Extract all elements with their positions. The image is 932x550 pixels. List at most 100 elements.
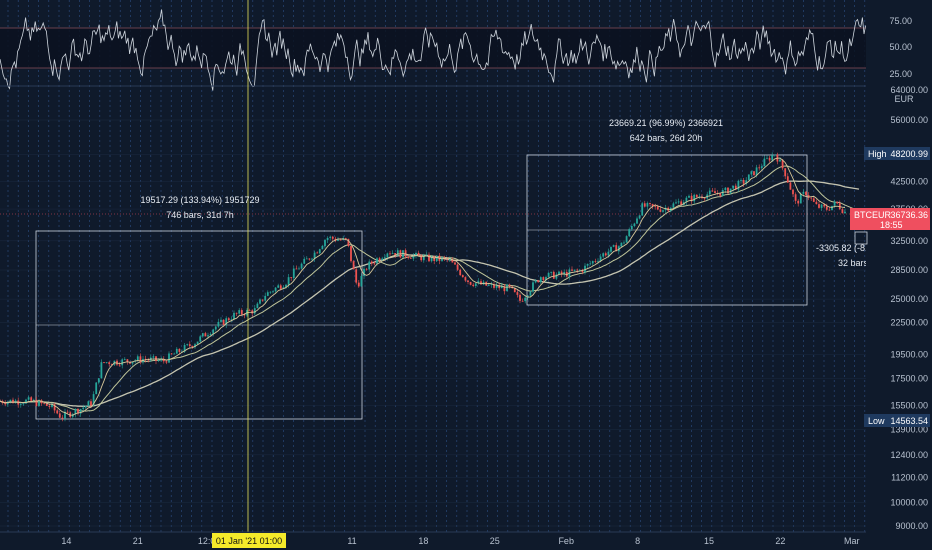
candle-body — [448, 259, 451, 261]
time-tick-label: 21 — [133, 536, 143, 546]
candle-body — [602, 253, 605, 257]
candle-body — [454, 262, 456, 265]
price-tick-label: 22500.00 — [890, 318, 928, 328]
candle-body — [563, 271, 566, 275]
candle-body — [30, 397, 33, 401]
price-tick-label: 10000.00 — [890, 498, 928, 508]
candle-body — [773, 154, 776, 156]
candle-body — [123, 359, 126, 361]
candle-body — [724, 187, 727, 191]
candle-body — [326, 237, 329, 241]
time-tick-label: 15 — [704, 536, 714, 546]
price-tick-label: 19500.00 — [890, 349, 928, 359]
candle-body — [118, 364, 121, 366]
candle-body — [745, 180, 748, 184]
candle-body — [311, 258, 313, 260]
price-tick-label: 17500.00 — [890, 373, 928, 383]
candle-body — [474, 283, 477, 287]
candle-body — [456, 264, 459, 270]
high-tag: High 48200.99 — [864, 147, 930, 160]
candle-body — [732, 185, 735, 189]
candle-body — [810, 197, 813, 199]
candle-body — [552, 271, 555, 279]
candle-body — [628, 229, 631, 237]
candle-body — [420, 255, 423, 261]
low-tag-value: 14563.54 — [890, 416, 928, 426]
candle-body — [373, 263, 376, 265]
candle-body — [277, 285, 280, 288]
candle-body — [4, 403, 7, 405]
candle-body — [233, 312, 235, 320]
candle-body — [784, 168, 787, 177]
candle-body — [766, 157, 768, 159]
current-price-value: 36736.36 — [890, 210, 928, 220]
candle-body — [313, 252, 316, 259]
candle-body — [227, 318, 230, 321]
candle-body — [737, 180, 740, 190]
candle-body — [802, 191, 805, 194]
candle-body — [638, 215, 641, 219]
candle-body — [610, 246, 612, 252]
high-tag-value: 48200.99 — [890, 149, 928, 159]
candle-body — [654, 206, 657, 208]
candle-body — [495, 285, 498, 288]
candle-body — [815, 201, 818, 205]
candle-body — [318, 249, 321, 254]
candle-body — [820, 204, 823, 208]
candle-body — [409, 257, 412, 259]
candle-body — [550, 271, 553, 273]
candle-body — [833, 201, 836, 206]
candle-body — [646, 203, 649, 207]
candle-body — [677, 201, 680, 203]
measure-3-box[interactable] — [854, 231, 868, 245]
oscillator-pane — [0, 9, 866, 91]
candle-body — [607, 251, 610, 256]
candle-body — [368, 261, 371, 270]
candle-body — [9, 399, 12, 402]
measure-1-change: 19517.29 (133.94%) 1951729 — [140, 195, 259, 205]
candle-body — [56, 410, 59, 414]
candle-body — [573, 269, 576, 271]
candle-body — [763, 158, 766, 167]
measure-2-change: 23669.21 (96.99%) 2366921 — [609, 118, 723, 128]
candle-body — [721, 190, 724, 196]
candle-body — [404, 250, 407, 257]
candle-body — [194, 344, 196, 348]
candle-body — [261, 299, 264, 301]
candle-body — [685, 197, 688, 203]
candle-body — [493, 284, 495, 288]
candle-body — [87, 401, 90, 407]
oscillator-band — [0, 28, 866, 68]
candle-body — [625, 236, 628, 243]
price-axis-background — [866, 0, 932, 532]
candle-body — [243, 314, 246, 316]
candle-body — [121, 359, 124, 366]
candle-body — [32, 399, 35, 401]
candle-body — [480, 281, 482, 285]
candle-body — [74, 409, 77, 415]
current-price-countdown: 18:55 — [880, 220, 903, 230]
candle-body — [40, 400, 43, 404]
candle-body — [19, 403, 22, 405]
candle-body — [703, 198, 706, 199]
candle-body — [97, 378, 100, 383]
candle-body — [841, 209, 844, 214]
candle-body — [794, 194, 797, 201]
time-axis[interactable]: 14 21 12:00 11 18 25 Feb 8 15 22 Mar — [0, 531, 932, 550]
candle-body — [615, 245, 618, 252]
candle-body — [168, 353, 170, 363]
high-tag-bg — [864, 147, 930, 160]
candle-body — [391, 253, 394, 254]
price-axis[interactable]: 64000.0056000.0048000.0042500.0037500.00… — [866, 0, 932, 532]
candle-body — [771, 155, 774, 161]
candle-body — [461, 275, 464, 278]
candle-body — [43, 403, 46, 405]
candle-body — [532, 282, 534, 292]
candle-body — [498, 285, 501, 289]
candle-body — [469, 281, 472, 285]
candle-body — [191, 346, 194, 348]
candle-body — [823, 204, 826, 207]
candle-body — [144, 358, 147, 360]
